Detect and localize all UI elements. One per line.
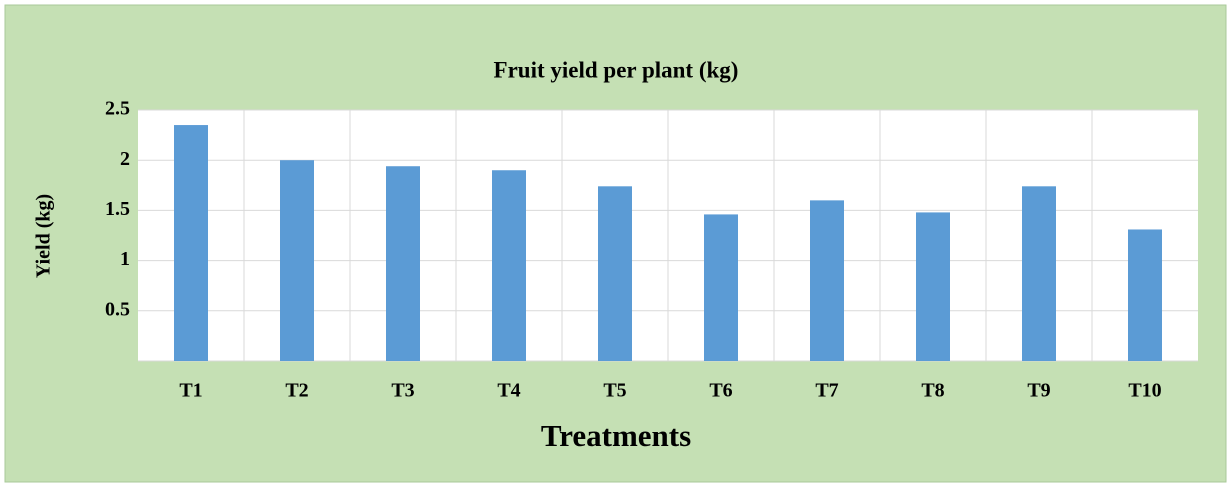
bar [174, 125, 208, 361]
x-tick-label: T7 [815, 380, 838, 402]
bar [598, 186, 632, 361]
y-tick-label: 2.5 [105, 98, 130, 120]
x-tick-label: T6 [709, 380, 732, 402]
bar [1128, 229, 1162, 361]
x-tick-label: T3 [391, 380, 414, 402]
chart-title: Fruit yield per plant (kg) [494, 57, 739, 82]
x-tick-label: T5 [603, 380, 626, 402]
bar [386, 166, 420, 361]
x-tick-label: T10 [1128, 380, 1161, 402]
bar [280, 160, 314, 361]
bar [492, 170, 526, 361]
x-tick-label: T8 [921, 380, 944, 402]
bar [1022, 186, 1056, 361]
y-tick-label: 2 [120, 148, 130, 170]
x-tick-label: T4 [497, 380, 520, 402]
bar [916, 212, 950, 361]
bar [704, 214, 738, 361]
x-tick-label: T1 [179, 380, 202, 402]
x-tick-label: T9 [1027, 380, 1050, 402]
x-axis-title: Treatments [541, 418, 691, 453]
bar [810, 200, 844, 361]
x-tick-label: T2 [285, 380, 308, 402]
y-tick-label: 0.5 [105, 298, 130, 320]
y-tick-label: 1 [120, 248, 130, 270]
y-tick-label: 1.5 [105, 198, 130, 220]
y-axis-title: Yield (kg) [33, 194, 55, 278]
